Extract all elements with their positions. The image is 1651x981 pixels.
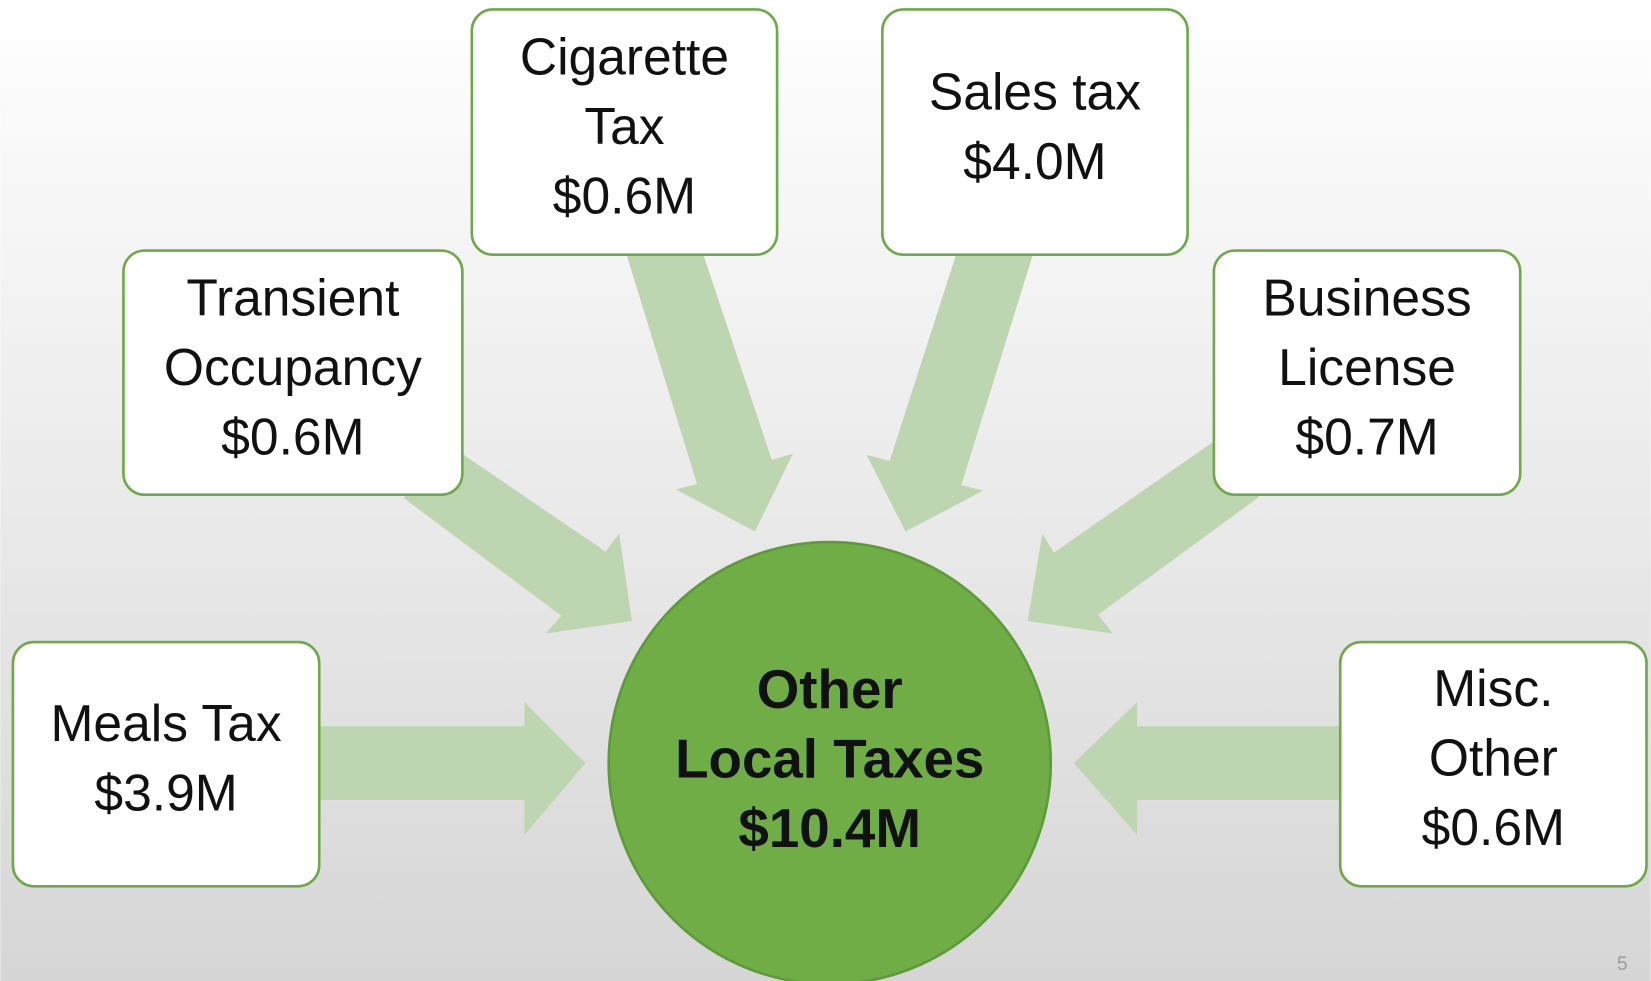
source-label: $0.6M [1422,798,1565,856]
source-label: Meals Tax [50,694,281,752]
source-label: $4.0M [963,132,1106,190]
source-label: License [1278,338,1456,396]
center-label: $10.4M [738,797,921,859]
source-label: $3.9M [94,763,237,821]
source-label: $0.7M [1295,408,1438,466]
arrows [319,254,1341,835]
source-box [1338,640,1648,888]
source-label: Transient [186,269,399,327]
source-label: $0.6M [221,408,364,466]
center-label: Local Taxes [675,728,984,790]
source-label: Misc. [1433,659,1553,717]
arrow [626,254,793,532]
source-box [1212,249,1522,497]
source-box [470,8,779,257]
center-circle [607,540,1053,981]
arrow [403,454,632,634]
source-label: Business [1262,269,1471,327]
center-label: Other [757,658,903,720]
source-label: Tax [584,97,664,155]
arrow [1027,442,1260,634]
arrow [319,702,586,835]
source-label: $0.6M [553,167,696,225]
source-label: Sales tax [929,62,1141,120]
source-label: Other [1429,729,1558,787]
source-box [11,640,321,888]
source-box [881,8,1189,257]
page-number: 5 [1617,954,1628,975]
arrow [866,254,1033,532]
arrow [1073,702,1341,835]
source-label: Cigarette [520,28,729,86]
source-box [122,249,464,497]
source-label: Occupancy [164,338,422,396]
